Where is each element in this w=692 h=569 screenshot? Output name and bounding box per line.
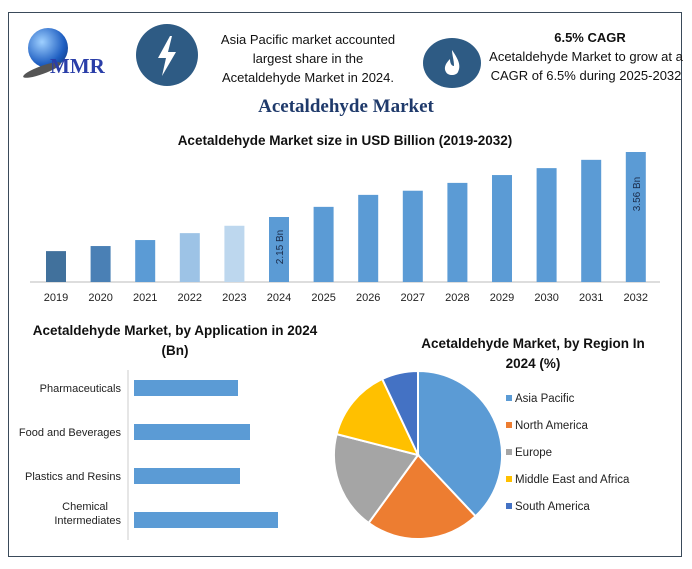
x-tick-label: 2025 — [311, 292, 335, 304]
bar-2019 — [46, 251, 66, 282]
x-tick-label: 2030 — [534, 292, 558, 304]
bar-2026 — [358, 194, 379, 282]
bar-2024 — [269, 217, 289, 282]
x-tick-label: 2023 — [222, 292, 246, 304]
slice-asia-pacific — [417, 369, 503, 518]
legend-swatch — [506, 503, 512, 509]
legend-swatch — [506, 449, 512, 455]
bar-2023 — [224, 225, 245, 282]
x-tick-label: 2022 — [178, 292, 202, 304]
x-tick-label: 2028 — [445, 292, 469, 304]
legend-label: Middle East and Africa — [515, 474, 630, 486]
bar-2025 — [313, 206, 334, 282]
application-bar-chart: Pharmaceuticals Food and Beverages Plastic… — [19, 370, 278, 540]
x-tick-label: 2020 — [88, 292, 112, 304]
category-label: Food and Beverages — [19, 427, 122, 439]
x-tick-label: 2026 — [356, 292, 380, 304]
bar-plastics-and-resins — [134, 468, 240, 484]
category-label: Chemical Intermediates — [54, 501, 121, 527]
bar-2028 — [447, 182, 468, 282]
x-tick-label: 2032 — [624, 292, 648, 304]
globe-icon — [28, 28, 68, 68]
market-size-bar-chart: 2019 2020 2021 2022 2023 2024 2.15 Bn 2025 2026 2… — [30, 152, 660, 304]
info-asia-pacific: Asia Pacific market accounted largest sh… — [220, 32, 396, 85]
slice-north-america — [367, 453, 477, 540]
data-label: 3.56 Bn — [632, 177, 643, 211]
bar-chart-title: Acetaldehyde Market size in USD Billion … — [177, 133, 513, 148]
bar-2032 — [625, 152, 646, 282]
x-tick-label: 2021 — [133, 292, 157, 304]
x-tick-label: 2027 — [401, 292, 425, 304]
info-cagr: Acetaldehyde Market to grow at a CAGR of… — [489, 49, 683, 83]
bar-2020 — [90, 246, 111, 282]
legend-label: North America — [515, 420, 588, 432]
legend-label: Europe — [515, 447, 552, 459]
lightning-icon — [136, 24, 198, 86]
region-chart-title: Acetaldehyde Market, by Region In 2024 (… — [421, 336, 645, 371]
cagr-title: 6.5% CAGR — [554, 30, 626, 45]
bar-2030 — [536, 168, 557, 282]
x-tick-label: 2029 — [490, 292, 514, 304]
category-label: Pharmaceuticals — [40, 383, 122, 395]
bar-chemical-intermediates — [134, 512, 278, 528]
bar-pharmaceuticals — [134, 380, 238, 396]
mmr-logo: MMR — [21, 28, 132, 88]
label-line: Chemical — [62, 501, 108, 513]
flame-icon — [423, 38, 481, 88]
main-title: Acetaldehyde Market — [258, 96, 434, 117]
category-label: Plastics and Resins — [25, 471, 121, 483]
x-tick-label: 2024 — [267, 292, 291, 304]
data-label: 2.15 Bn — [275, 230, 286, 264]
legend-swatch — [506, 422, 512, 428]
slice-middle-east-and-africa — [335, 377, 420, 457]
region-pie-chart: Asia Pacific North America Europe Middle Ea… — [333, 369, 630, 540]
bar-food-and-beverages — [134, 424, 250, 440]
legend-label: Asia Pacific — [515, 393, 575, 405]
logo-text: MMR — [50, 54, 105, 78]
x-tick-label: 2031 — [579, 292, 603, 304]
frame — [8, 12, 682, 557]
bar-2027 — [402, 190, 423, 282]
bar-2021 — [135, 240, 156, 282]
slice-europe — [333, 432, 420, 525]
bar-2029 — [492, 175, 512, 282]
slice-south-america — [380, 369, 419, 456]
legend-swatch — [506, 476, 512, 482]
bar-2031 — [581, 159, 602, 282]
x-tick-label: 2019 — [44, 292, 68, 304]
label-line: Intermediates — [54, 515, 121, 527]
bar-2022 — [179, 233, 200, 282]
legend-swatch — [506, 395, 512, 401]
application-chart-title: Acetaldehyde Market, by Application in 2… — [32, 323, 318, 358]
legend-label: South America — [515, 501, 590, 513]
